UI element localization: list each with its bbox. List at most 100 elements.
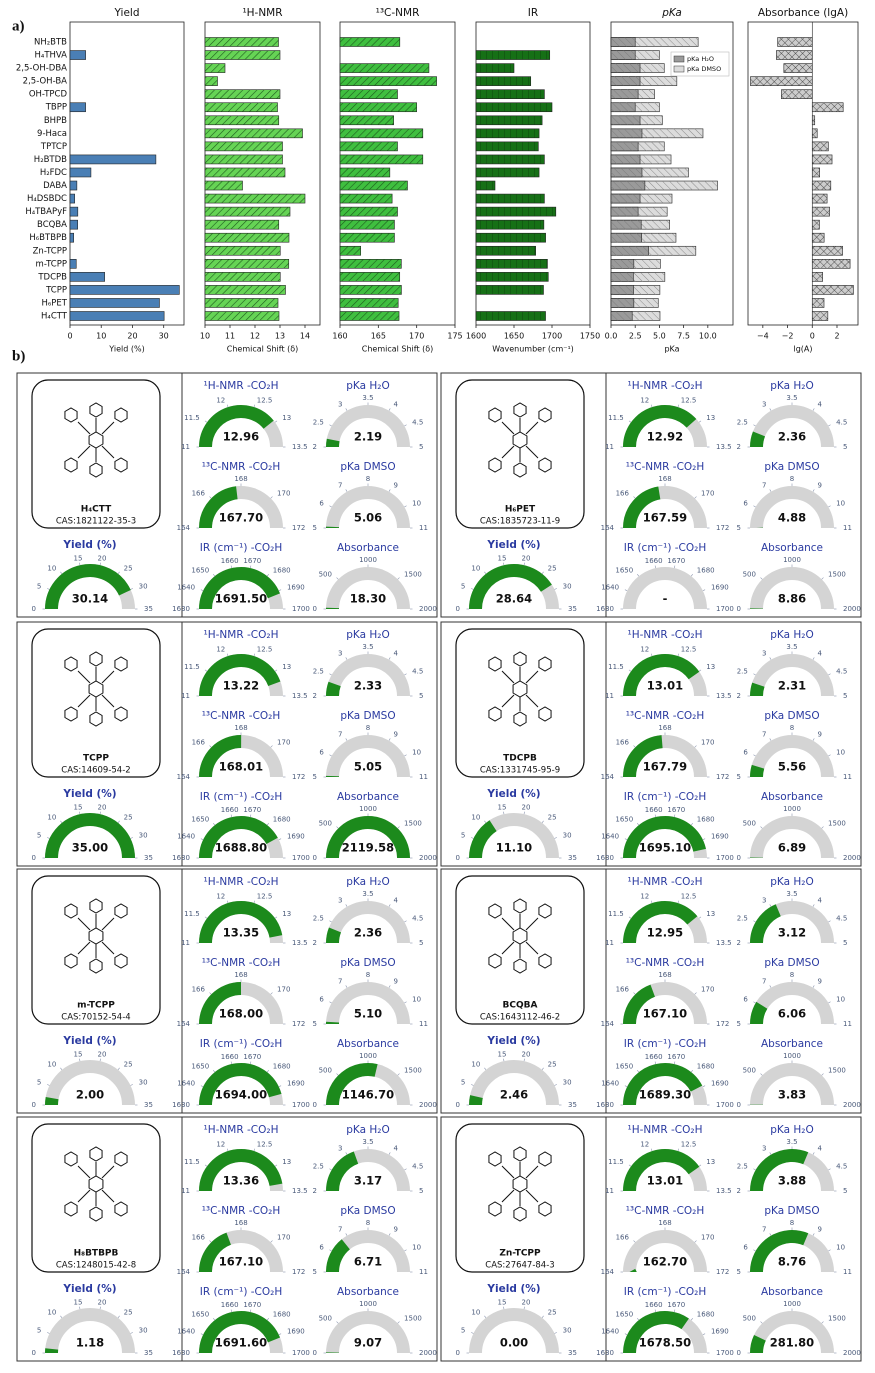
x-tick-label: 1700	[542, 332, 562, 341]
gauge-tick-label: 1650	[615, 1063, 633, 1071]
gauge-tick	[698, 420, 702, 423]
category-label: 2,5-OH-DBA	[16, 64, 67, 74]
molecule-name: Zn-TCPP	[499, 1249, 541, 1259]
gauge-fill	[326, 816, 410, 858]
gauge-value: 2.36	[354, 926, 382, 940]
gauge-tick	[79, 1058, 81, 1062]
gauge-tick	[650, 900, 653, 904]
gauge-tick-label: 5	[461, 1326, 465, 1334]
gauge-value: 6.71	[354, 1255, 382, 1269]
bar	[339, 259, 402, 269]
molecule-ring	[89, 958, 103, 974]
gauge-title: Absorbance	[337, 542, 399, 554]
gauge-tick	[503, 1058, 505, 1062]
gauge-tick	[484, 1067, 487, 1071]
gauge-tick	[503, 1306, 505, 1310]
gauge-tick	[329, 754, 332, 757]
gauge-tick-label: 2.5	[737, 419, 748, 427]
gauge-value: 2.36	[778, 430, 806, 444]
gauge-title: IR (cm⁻¹) -CO₂H	[624, 542, 707, 554]
gauge-tick-label: 2000	[419, 1349, 437, 1357]
gauge-title: ¹H-NMR -CO₂H	[204, 380, 279, 392]
gauge-tick	[554, 588, 557, 590]
gauge-tick-label: 25	[124, 1308, 133, 1316]
gauge-tick-label: 13	[282, 663, 291, 671]
gauge-tick-label: 0	[737, 854, 741, 862]
gauge-tick	[753, 1168, 756, 1171]
gauge-tick	[336, 826, 339, 829]
gauge-tick	[388, 1152, 391, 1155]
molecule-ring	[114, 656, 128, 672]
gauge-tick	[812, 985, 815, 988]
gauge-tick-label: 1680	[697, 1063, 715, 1071]
gauge-tick	[270, 1240, 273, 1243]
gauge-tick-label: 8	[366, 1219, 370, 1227]
gauge-tick	[654, 1309, 656, 1313]
gauge-tick-label: 10	[412, 1244, 421, 1252]
gauge-tick	[117, 820, 120, 824]
gauge-title: ¹H-NMR -CO₂H	[628, 380, 703, 392]
gauge-value: 3.88	[778, 1174, 806, 1188]
cas-number: CAS:1835723-11-9	[480, 517, 560, 527]
molecule-bond	[101, 917, 115, 931]
molecule-bond	[101, 670, 115, 684]
gauge-tick-label: 35	[568, 1101, 577, 1109]
gauge-tick	[769, 985, 772, 988]
gauge-tick	[523, 1058, 525, 1062]
gauge-tick-label: 13.5	[292, 939, 308, 947]
bar	[204, 232, 290, 243]
molecule-bond	[77, 421, 91, 435]
molecule-ring	[513, 462, 527, 478]
gauge-tick-label: 30	[139, 831, 148, 839]
gauge-tick-label: 13	[706, 1158, 715, 1166]
gauge-tick-label: 168	[658, 724, 671, 732]
molecule-name: H₄CTT	[81, 505, 112, 515]
molecule-ring	[488, 903, 502, 919]
gauge-value: 8.86	[778, 592, 806, 606]
gauge-tick-label: 5	[737, 773, 741, 781]
bar	[339, 206, 398, 217]
gauge-tick-label: 2	[737, 939, 741, 947]
gauge-track	[45, 1308, 135, 1354]
gauge-tick-label: 170	[277, 738, 290, 746]
gauge-tick-label: 13	[282, 1158, 291, 1166]
molecule-ring	[513, 958, 527, 974]
gauge-value: 3.83	[778, 1088, 806, 1102]
gauge-title: pKa DMSO	[340, 710, 395, 722]
gauge-tick-label: 11.5	[608, 1158, 624, 1166]
gauge-tick-label: 1500	[404, 1066, 422, 1074]
gauge-tick	[690, 1318, 693, 1321]
legend-label: pKa H₂O	[687, 55, 714, 63]
gauge-tick-label: 1700	[716, 1349, 734, 1357]
molecule-ring	[89, 1206, 103, 1222]
gauge-tick-label: 3.5	[362, 394, 373, 402]
gauge-tick	[253, 900, 256, 904]
gauge-title: Absorbance	[337, 1286, 399, 1298]
molecule-ring	[64, 903, 78, 919]
gauge-tick	[674, 1309, 676, 1313]
gauge-tick-label: 1640	[177, 1328, 195, 1336]
category-label: TCPP	[45, 285, 67, 295]
gauge-tick-label: 3.5	[786, 890, 797, 898]
gauge-tick	[694, 745, 697, 748]
gauge-tick-label: 4.5	[836, 419, 847, 427]
gauge-fill	[750, 1001, 768, 1024]
gauge-tick	[677, 1148, 680, 1152]
gauge-tick-label: 1680	[697, 816, 715, 824]
cas-number: CAS:1248015-42-8	[56, 1261, 136, 1271]
bar	[475, 232, 546, 243]
gauge-tick	[336, 1073, 339, 1076]
gauge-track	[326, 735, 410, 778]
gauge-title: pKa DMSO	[340, 957, 395, 969]
gauge-tick-label: 2000	[843, 1349, 861, 1357]
gauge-tick-label: 4	[394, 897, 399, 905]
bar	[610, 37, 636, 47]
gauge-tick-label: 1500	[828, 819, 846, 827]
bar	[69, 259, 77, 269]
gauge-title: IR (cm⁻¹) -CO₂H	[624, 791, 707, 803]
gauge-fill	[199, 486, 238, 528]
gauge-tick-label: 1000	[783, 1300, 801, 1308]
gauge-tick	[60, 571, 63, 575]
gauge-tick	[628, 669, 632, 672]
gauge-fill	[199, 1149, 283, 1191]
